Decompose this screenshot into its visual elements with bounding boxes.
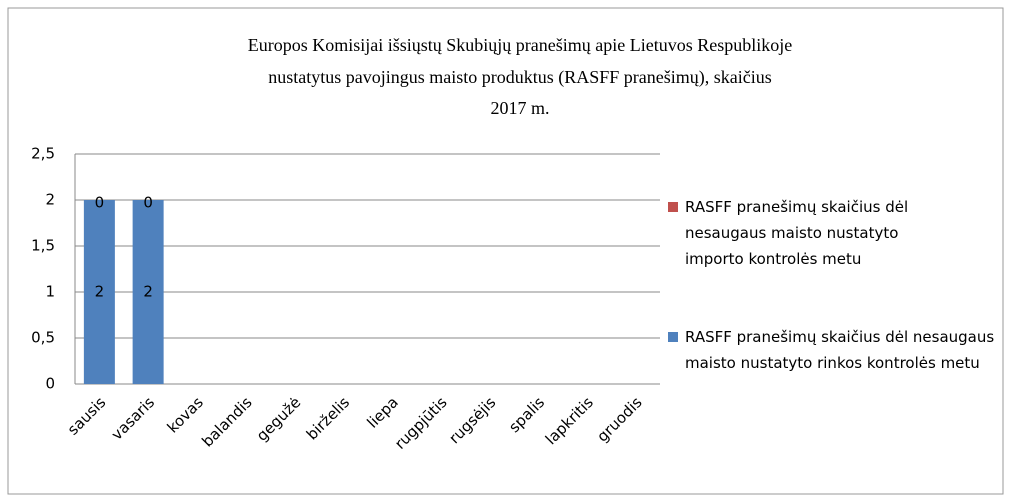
chart-title: nustatytus pavojingus maisto produktus (…	[268, 67, 772, 88]
x-tick-label: sausis	[64, 393, 110, 439]
legend-label: RASFF pranešimų skaičius dėl nesaugaus m…	[685, 198, 909, 268]
chart-frame	[7, 7, 1004, 495]
x-tick-label: lapkritis	[542, 393, 597, 448]
x-tick-label: rugsėjis	[445, 393, 499, 447]
bar	[83, 200, 115, 384]
bar	[132, 200, 164, 384]
x-tick-label: spalis	[505, 393, 548, 436]
data-label: 0	[95, 194, 105, 212]
y-tick-label: 2	[45, 191, 55, 209]
x-tick-label: rugpjūtis	[391, 393, 451, 453]
x-tick-label: birželis	[303, 393, 353, 443]
x-tick-label: vasaris	[108, 393, 158, 443]
x-tick-label: balandis	[198, 393, 255, 450]
data-label: 2	[143, 283, 153, 301]
data-label: 0	[143, 194, 153, 212]
y-tick-label: 2,5	[31, 145, 55, 163]
data-label: 2	[95, 283, 105, 301]
x-tick-label: gruodis	[593, 393, 645, 445]
y-tick-label: 1,5	[31, 237, 55, 255]
y-tick-label: 0,5	[31, 329, 55, 347]
x-tick-label: gegužė	[253, 393, 305, 445]
legend-swatch	[668, 332, 678, 342]
legend-swatch	[668, 202, 678, 212]
x-tick-label: kovas	[164, 393, 207, 436]
x-tick-label: liepa	[364, 393, 402, 431]
chart-title: Europos Komisijai išsiųstų Skubiųjų pran…	[248, 35, 792, 55]
chart-title: 2017 m.	[490, 98, 549, 118]
legend-label: RASFF pranešimų skaičius dėl nesaugaus m…	[685, 328, 995, 372]
y-tick-label: 1	[45, 283, 55, 301]
y-tick-label: 0	[45, 375, 55, 393]
